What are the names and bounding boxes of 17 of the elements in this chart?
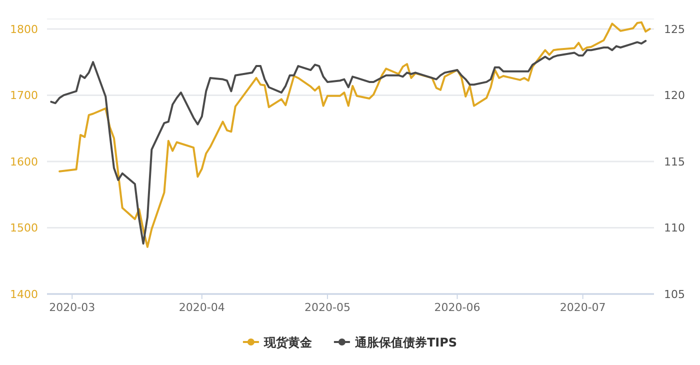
y2-tick-label: 120 [664,89,685,102]
y-tick-label: 1500 [10,222,38,235]
y-tick-label: 1800 [10,22,38,36]
y-tick-label: 1600 [10,155,38,168]
y-tick-label: 1700 [10,89,38,102]
y2-tick-label: 110 [664,222,685,235]
x-tick-label: 2020-05 [304,301,350,314]
legend-label: 通胀保值债券TIPS [354,336,458,350]
x-tick-label: 2020-04 [178,301,225,314]
y-tick-label: 1400 [10,288,38,301]
x-tick-label: 2020-03 [49,301,96,314]
x-tick-label: 2020-06 [434,301,480,314]
y2-tick-label: 105 [664,288,685,301]
legend-label: 现货黄金 [262,336,313,350]
y2-tick-label: 115 [664,155,685,168]
y2-tick-label: 125 [664,22,685,36]
x-tick-label: 2020-07 [560,301,606,314]
